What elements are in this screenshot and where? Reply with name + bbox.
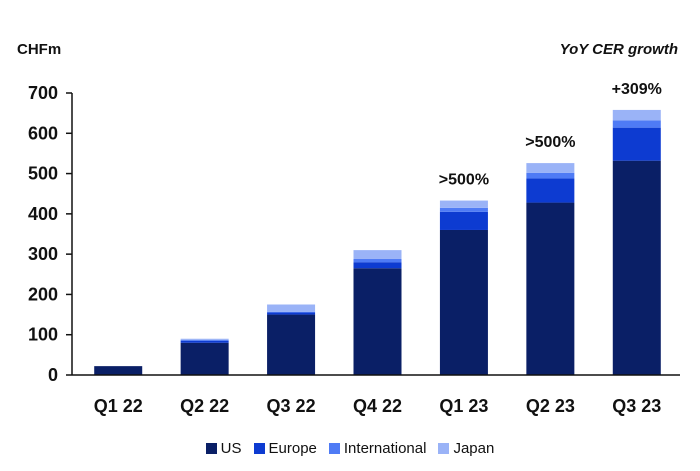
growth-label: YoY CER growth	[559, 41, 678, 58]
legend-label: Japan	[453, 440, 495, 457]
bar-segment-europe	[439, 211, 488, 230]
legend: US Europe International Japan	[0, 440, 700, 457]
bar-segment-us	[612, 160, 661, 375]
y-tick-label: 300	[28, 244, 58, 264]
legend-item-japan: Japan	[438, 440, 494, 457]
x-tick-label: Q2 22	[180, 396, 229, 416]
legend-item-us: US	[205, 440, 242, 457]
x-tick-label: Q1 23	[439, 396, 488, 416]
bar-segment-europe	[267, 312, 316, 315]
legend-item-international: International	[328, 440, 427, 457]
x-tick-label: Q2 23	[526, 396, 575, 416]
bar-segment-international	[612, 120, 661, 128]
y-tick-label: 0	[48, 365, 58, 385]
bar-segment-japan	[267, 304, 316, 312]
legend-label: US	[220, 440, 242, 457]
x-tick-label: Q1 22	[94, 396, 143, 416]
bar-segment-international	[439, 207, 488, 212]
growth-annotation: >500%	[439, 172, 489, 189]
bar-segment-international	[180, 339, 229, 341]
growth-annotation: >500%	[525, 134, 575, 151]
x-tick-label: Q3 22	[267, 396, 316, 416]
bar-segment-international	[526, 172, 575, 179]
bar-segment-japan	[526, 163, 575, 173]
y-tick-label: 700	[28, 83, 58, 103]
y-tick-label: 100	[28, 325, 58, 345]
bar-segment-japan	[439, 200, 488, 208]
bar-segment-us	[526, 202, 575, 375]
legend-label: Europe	[268, 440, 317, 457]
x-tick-label: Q4 22	[353, 396, 402, 416]
bar-segment-japan	[180, 338, 229, 340]
legend-item-europe: Europe	[253, 440, 317, 457]
y-tick-label: 400	[28, 204, 58, 224]
growth-annotation: +309%	[612, 81, 662, 98]
bar-segment-europe	[353, 262, 402, 269]
bar-segment-us	[439, 229, 488, 375]
bar-segment-us	[353, 268, 402, 375]
bar-segment-europe	[526, 178, 575, 203]
y-unit-label: CHFm	[17, 41, 62, 58]
bar-segment-japan	[612, 109, 661, 121]
legend-swatch	[205, 443, 217, 454]
x-tick-label: Q3 23	[612, 396, 661, 416]
bar-segment-europe	[612, 127, 661, 161]
legend-swatch	[438, 443, 450, 454]
y-tick-label: 500	[28, 164, 58, 184]
y-tick-label: 600	[28, 123, 58, 143]
bar-segment-us	[180, 342, 229, 375]
legend-swatch	[328, 443, 340, 454]
y-tick-label: 200	[28, 284, 58, 304]
legend-label: International	[343, 440, 427, 457]
bar-segment-international	[267, 311, 316, 313]
bar-segment-us	[267, 314, 316, 375]
bar-segment-international	[353, 258, 402, 263]
legend-swatch	[253, 443, 265, 454]
bar-segment-us	[94, 366, 143, 375]
bar-segment-japan	[353, 250, 402, 259]
bar-segment-europe	[180, 340, 229, 343]
